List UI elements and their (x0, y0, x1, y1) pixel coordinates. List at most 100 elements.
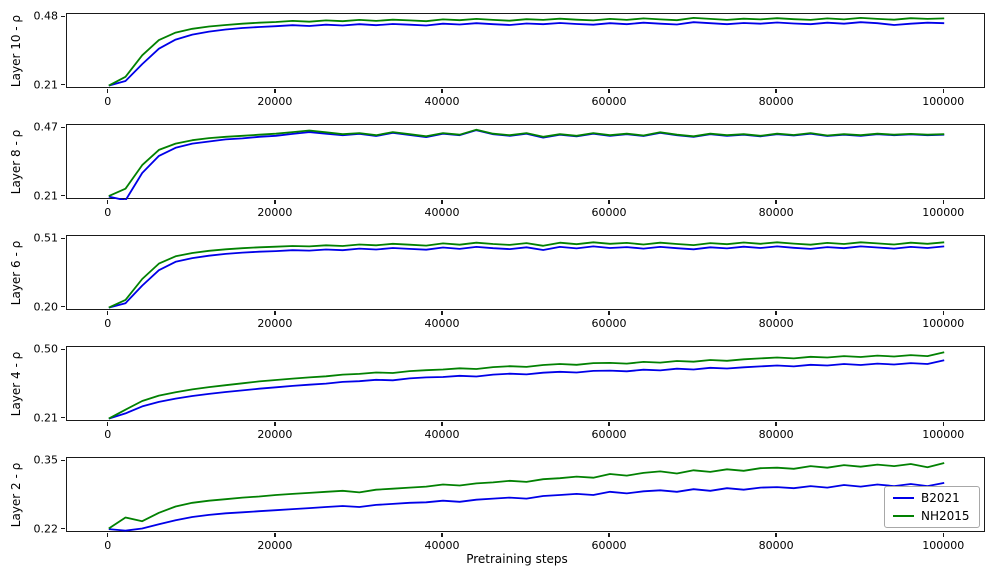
y-tick (61, 528, 65, 530)
x-tick-label: 40000 (424, 206, 460, 219)
x-tick (107, 311, 109, 315)
x-tick-label: 100000 (922, 428, 965, 441)
plot-area (66, 124, 985, 200)
x-tick (608, 533, 610, 537)
y-axis-label: Layer 4 - ρ (9, 351, 23, 416)
y-tick-label: 0.21 (33, 189, 59, 203)
x-tick-label: 20000 (257, 206, 293, 219)
x-tick (441, 533, 443, 537)
x-tick (274, 200, 276, 204)
series-line-nh2015 (108, 351, 945, 420)
x-tick (107, 533, 109, 537)
x-tick-label: 0 (104, 428, 112, 441)
x-tick-label: 20000 (257, 95, 293, 108)
x-tick-label: 100000 (922, 539, 965, 552)
y-tick-label: 0.50 (33, 342, 59, 356)
x-tick-label: 0 (104, 539, 112, 552)
y-tick (61, 84, 65, 86)
y-axis-label: Layer 2 - ρ (9, 462, 23, 527)
x-tick (942, 89, 944, 93)
y-tick (61, 417, 65, 419)
x-tick-label: 100000 (922, 95, 965, 108)
legend-swatch (893, 515, 914, 517)
x-tick-label: 0 (104, 95, 112, 108)
x-tick-label: 0 (104, 206, 112, 219)
y-tick (61, 195, 65, 197)
x-tick (274, 89, 276, 93)
legend: B2021 NH2015 (884, 486, 980, 528)
x-tick-label: 40000 (424, 428, 460, 441)
x-tick (942, 422, 944, 426)
legend-label: B2021 (921, 491, 960, 505)
plot-area (66, 346, 985, 421)
y-axis-label: Layer 10 - ρ (9, 14, 23, 87)
x-axis-label: Pretraining steps (466, 552, 568, 566)
y-tick (61, 306, 65, 308)
x-tick (107, 422, 109, 426)
x-tick-label: 100000 (922, 317, 965, 330)
x-tick-label: 60000 (591, 539, 627, 552)
x-tick-label: 40000 (424, 95, 460, 108)
x-tick (775, 311, 777, 315)
series-line-b2021 (108, 482, 945, 532)
series-line-nh2015 (108, 17, 945, 87)
x-tick (608, 311, 610, 315)
x-tick-label: 40000 (424, 539, 460, 552)
plot-area (66, 235, 985, 310)
series-line-b2021 (108, 359, 945, 420)
x-tick (274, 533, 276, 537)
x-tick-label: 60000 (591, 206, 627, 219)
x-tick (274, 422, 276, 426)
x-tick-label: 20000 (257, 317, 293, 330)
y-tick (61, 126, 65, 129)
x-tick (775, 89, 777, 93)
x-tick (608, 200, 610, 204)
x-tick (107, 200, 109, 204)
y-tick (61, 15, 65, 18)
x-tick (441, 311, 443, 315)
y-tick-label: 0.21 (33, 78, 59, 92)
y-axis-label: Layer 8 - ρ (9, 129, 23, 194)
subplot-layer-10---ρ: Layer 10 - ρ 0.21 0.48 0 20000 40000 60000 8000… (0, 11, 997, 124)
y-axis-label: Layer 6 - ρ (9, 240, 23, 305)
y-tick-label: 0.47 (33, 120, 59, 134)
x-tick (608, 422, 610, 426)
series-line-nh2015 (108, 462, 945, 530)
x-tick (775, 422, 777, 426)
series-line-b2021 (108, 21, 945, 87)
x-tick (775, 533, 777, 537)
y-tick (61, 348, 65, 351)
x-tick-label: 100000 (922, 206, 965, 219)
x-tick-label: 20000 (257, 539, 293, 552)
x-tick-label: 40000 (424, 317, 460, 330)
x-tick (274, 311, 276, 315)
legend-label: NH2015 (921, 509, 970, 523)
x-tick-label: 0 (104, 317, 112, 330)
x-tick (942, 533, 944, 537)
y-tick-label: 0.22 (33, 522, 59, 536)
x-tick-label: 80000 (758, 428, 794, 441)
subplot-layer-6---ρ: Layer 6 - ρ 0.20 0.51 0 20000 40000 60000 80000… (0, 231, 997, 346)
legend-item-nh2015: NH2015 (893, 509, 970, 523)
series-line-nh2015 (108, 241, 945, 309)
x-tick-label: 60000 (591, 95, 627, 108)
x-tick-label: 80000 (758, 317, 794, 330)
x-tick (441, 200, 443, 204)
series-line-b2021 (108, 245, 945, 309)
y-tick (61, 459, 65, 462)
y-tick-label: 0.20 (33, 300, 59, 314)
y-tick-label: 0.21 (33, 411, 59, 425)
y-tick-label: 0.51 (33, 231, 59, 245)
x-tick (441, 89, 443, 93)
legend-item-b2021: B2021 (893, 491, 970, 505)
plot-area (66, 13, 985, 88)
x-tick-label: 80000 (758, 539, 794, 552)
x-tick-label: 60000 (591, 428, 627, 441)
subplot-layer-2---ρ: Layer 2 - ρ 0.22 0.35 0 20000 40000 60000 80000… (0, 455, 997, 568)
x-tick (441, 422, 443, 426)
subplot-layer-4---ρ: Layer 4 - ρ 0.21 0.50 0 20000 40000 60000 80000… (0, 342, 997, 457)
x-tick (107, 89, 109, 93)
legend-swatch (893, 497, 914, 499)
subplot-layer-8---ρ: Layer 8 - ρ 0.21 0.47 0 20000 40000 60000 80000… (0, 120, 997, 235)
